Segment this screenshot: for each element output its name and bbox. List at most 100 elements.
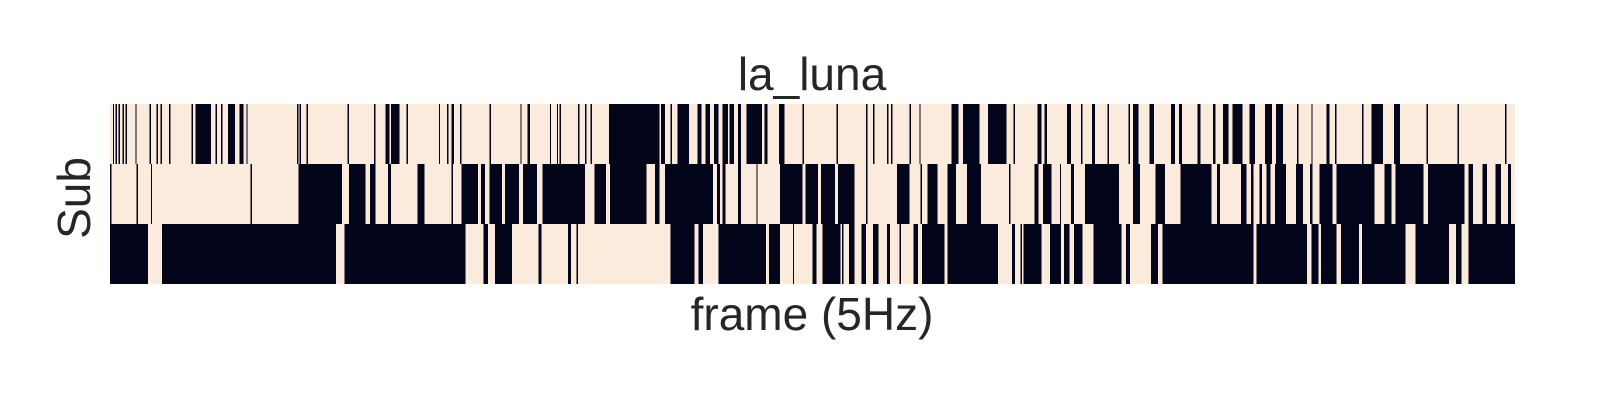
heatmap-cell — [125, 104, 127, 164]
heatmap-cell — [1256, 224, 1308, 284]
heatmap-cell — [947, 224, 998, 284]
heatmap-cell — [160, 104, 162, 164]
heatmap-cell — [988, 104, 1007, 164]
heatmap-cell — [149, 104, 151, 164]
heatmap-cell — [780, 164, 803, 224]
heatmap-cell — [872, 104, 875, 164]
heatmap-cell — [1295, 164, 1303, 224]
heatmap-cell — [391, 104, 400, 164]
heatmap-cell — [215, 104, 217, 164]
heatmap-cell — [1155, 164, 1166, 224]
heatmap-cell — [489, 104, 491, 164]
heatmap-cell — [161, 224, 337, 284]
heatmap-cell — [1180, 164, 1212, 224]
heatmap-cell — [698, 224, 703, 284]
heatmap-cell — [677, 104, 689, 164]
heatmap-cell — [461, 164, 479, 224]
heatmap-cell — [718, 224, 767, 284]
y-axis-label: Sub — [48, 157, 100, 239]
heatmap-cell — [836, 104, 838, 164]
heatmap-cell — [191, 104, 193, 164]
heatmap-cell — [1023, 224, 1042, 284]
heatmap-cell — [1044, 104, 1048, 164]
heatmap-cell — [1037, 104, 1042, 164]
heatmap-cell — [812, 224, 817, 284]
heatmap-cell — [1020, 224, 1022, 284]
heatmap-cell — [1274, 164, 1286, 224]
heatmap-cell — [1012, 224, 1015, 284]
heatmap-cell — [738, 104, 741, 164]
heatmap-cell — [556, 104, 559, 164]
heatmap-plot-area — [110, 104, 1515, 284]
heatmap-cell — [1232, 104, 1243, 164]
heatmap-cell — [820, 164, 835, 224]
heatmap-cell — [886, 104, 889, 164]
heatmap-cell — [608, 104, 660, 164]
heatmap-cell — [1073, 224, 1083, 284]
heatmap-cell — [538, 224, 542, 284]
heatmap-cell — [919, 104, 921, 164]
heatmap-cell — [947, 164, 956, 224]
heatmap-cell — [169, 104, 171, 164]
heatmap-cell — [927, 164, 938, 224]
heatmap-cell — [250, 164, 252, 224]
heatmap-cell — [369, 164, 376, 224]
heatmap-cell — [1297, 104, 1299, 164]
heatmap-cell — [1080, 104, 1083, 164]
heatmap-cell — [494, 224, 512, 284]
heatmap-cell — [1085, 164, 1119, 224]
heatmap-cell — [136, 164, 139, 224]
heatmap-cell — [1468, 224, 1515, 284]
heatmap-row-3 — [110, 224, 1515, 284]
heatmap-cell — [156, 104, 158, 164]
heatmap-cell — [951, 104, 959, 164]
heatmap-cell — [1394, 104, 1400, 164]
heatmap-cell — [802, 104, 805, 164]
heatmap-cell — [228, 104, 236, 164]
heatmap-cell — [115, 104, 118, 164]
heatmap-cell — [1212, 104, 1216, 164]
heatmap-cell — [1426, 104, 1428, 164]
heatmap-cell — [714, 104, 719, 164]
heatmap-cell — [110, 164, 112, 224]
heatmap-cell — [1276, 104, 1284, 164]
heatmap-cell — [1059, 164, 1062, 224]
heatmap-cell — [1249, 104, 1256, 164]
heatmap-cell — [480, 164, 486, 224]
heatmap-cell — [1241, 164, 1247, 224]
chart-title: la_luna — [738, 48, 887, 100]
heatmap-cell — [1013, 104, 1015, 164]
heatmap-cell — [1371, 104, 1383, 164]
heatmap-cell — [865, 164, 868, 224]
heatmap-row-1 — [112, 104, 1507, 164]
heatmap-cell — [655, 164, 660, 224]
heatmap-cell — [1066, 104, 1072, 164]
heatmap-cell — [298, 164, 342, 224]
heatmap-cell — [842, 224, 844, 284]
heatmap-cell — [670, 104, 673, 164]
heatmap-cell — [1455, 224, 1462, 284]
heatmap-cell — [150, 164, 153, 224]
heatmap-cell — [489, 164, 502, 224]
heatmap-cell — [577, 104, 580, 164]
heatmap-cell — [722, 164, 726, 224]
heatmap-cell — [451, 104, 455, 164]
heatmap-cell — [722, 104, 729, 164]
heatmap-cell — [1092, 104, 1095, 164]
heatmap-cell — [374, 104, 376, 164]
heatmap-cell — [239, 104, 244, 164]
heatmap-cell — [746, 104, 762, 164]
heatmap-cell — [1266, 164, 1271, 224]
heatmap-cell — [822, 224, 841, 284]
heatmap-cell — [559, 104, 562, 164]
heatmap-cell — [899, 224, 902, 284]
heatmap-cell — [112, 104, 115, 164]
heatmap-cell — [406, 104, 408, 164]
heatmap-cell — [549, 104, 552, 164]
heatmap-cell — [1071, 164, 1074, 224]
heatmap-cell — [299, 104, 302, 164]
heatmap-cell — [909, 104, 911, 164]
heatmap-cell — [520, 104, 522, 164]
heatmap-cell — [504, 164, 519, 224]
